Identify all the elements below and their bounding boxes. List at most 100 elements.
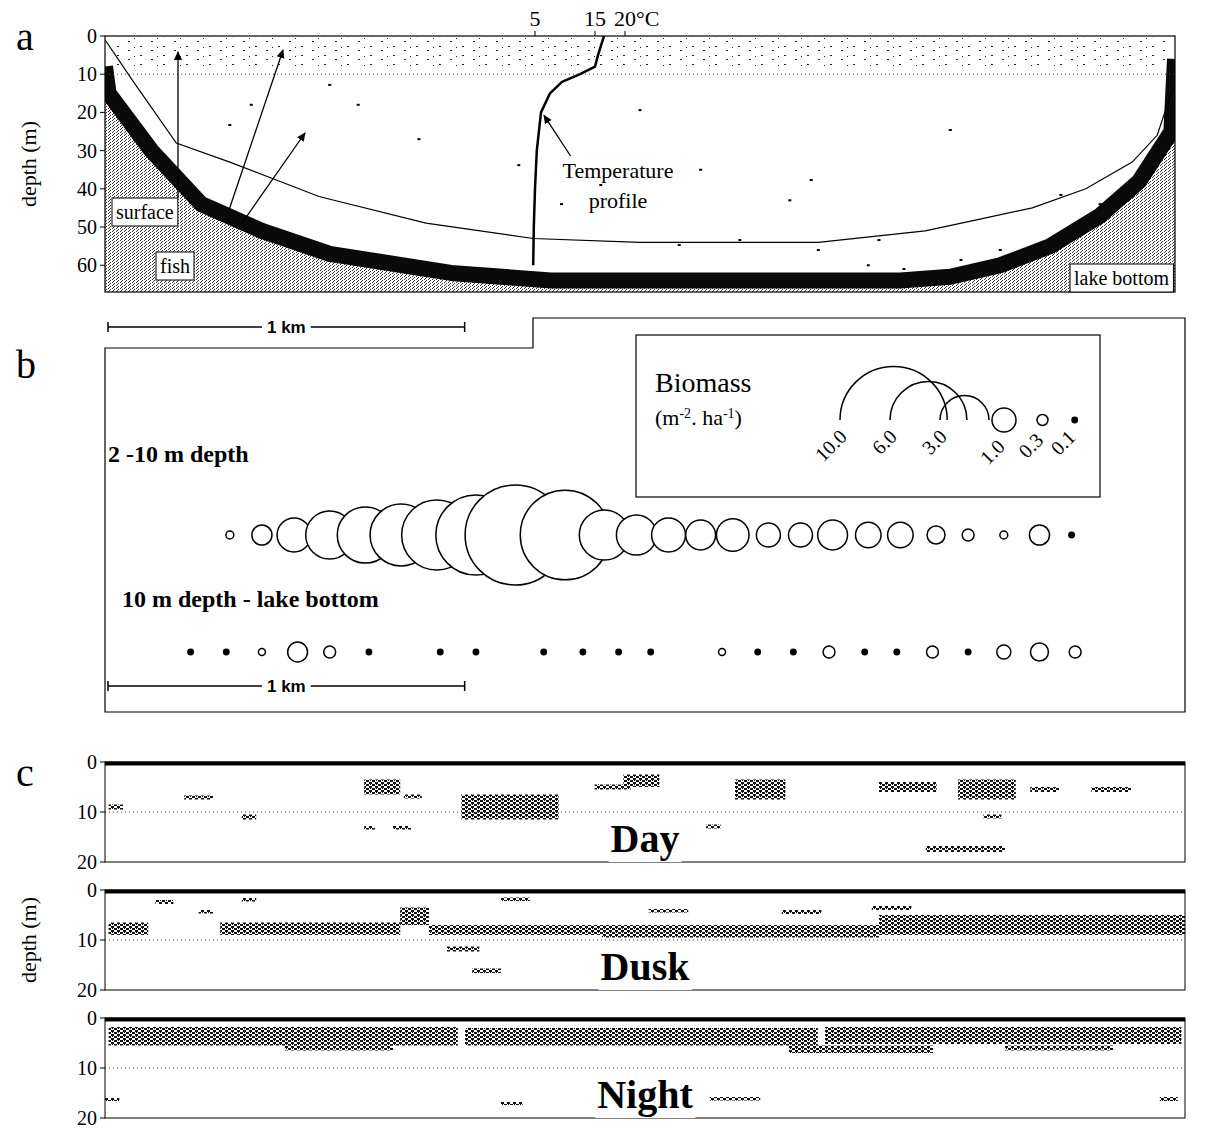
tick <box>100 36 105 37</box>
tick-label: 10 <box>77 63 97 85</box>
frame <box>105 1018 1185 1118</box>
axis-title: depth (m) <box>16 121 41 207</box>
bubble <box>716 519 749 552</box>
tick <box>100 188 105 189</box>
legend-bubble <box>890 382 967 420</box>
bubble <box>1037 415 1048 426</box>
bubble <box>823 646 835 658</box>
bubble <box>1069 646 1081 658</box>
fish-target <box>328 84 331 86</box>
fish-target <box>1099 203 1102 205</box>
scale-bar-end <box>107 681 109 691</box>
bubble <box>224 649 229 654</box>
superscript: -2 <box>679 406 691 421</box>
strip-label: Night <box>597 1072 693 1117</box>
fish-target <box>960 259 963 261</box>
tick-label: 0 <box>87 751 97 773</box>
arrow <box>177 52 178 198</box>
fish-school <box>184 796 213 800</box>
bubble <box>927 646 939 658</box>
tick <box>100 265 105 266</box>
bubble-row <box>188 642 1081 662</box>
legend-label: 6.0 <box>868 425 901 458</box>
temperature-profile <box>533 36 604 265</box>
bubble <box>789 523 813 547</box>
tick <box>100 1068 105 1069</box>
legend-bubble <box>840 366 947 420</box>
fish-school <box>199 910 213 914</box>
tick-label: 15 <box>584 6 606 31</box>
annotation-box <box>156 252 194 280</box>
fish-school <box>789 1046 933 1054</box>
unit-part: . ha <box>691 405 723 430</box>
tick <box>535 31 536 36</box>
annotation-box <box>112 198 178 226</box>
tick <box>100 150 105 151</box>
tick-label: 40 <box>77 178 97 200</box>
label-patch <box>262 314 311 341</box>
fish-school <box>285 1046 393 1051</box>
plot-area <box>105 36 1175 292</box>
fish-school <box>242 898 256 902</box>
unit-part: ) <box>735 405 742 430</box>
fish-target <box>699 169 702 171</box>
fish-school <box>623 775 659 788</box>
bubble <box>855 522 881 548</box>
tick-label: 10 <box>77 929 97 951</box>
tick-label: 5 <box>530 6 541 31</box>
bubble <box>719 649 726 656</box>
tick-label: 0 <box>87 25 97 47</box>
fish-school <box>958 780 1016 800</box>
fish-school <box>501 898 530 902</box>
tick-label: 0 <box>87 879 97 901</box>
fish-school <box>155 900 173 904</box>
fish-school <box>393 826 411 830</box>
tick <box>595 31 596 36</box>
fish-target <box>999 249 1002 251</box>
fish-target <box>1038 244 1041 246</box>
fish-school <box>461 795 558 820</box>
annotation: lake bottom <box>1074 267 1169 289</box>
fish-target <box>949 129 952 131</box>
frame <box>105 762 1185 862</box>
frame <box>105 36 1175 292</box>
label-patch <box>609 815 682 862</box>
bubble <box>252 525 272 545</box>
fish-school <box>879 782 937 792</box>
bubble <box>1072 417 1077 422</box>
bubble <box>438 649 443 654</box>
bubble <box>324 646 336 658</box>
legend-label: 0.3 <box>1014 429 1047 462</box>
fish-target <box>228 124 231 126</box>
bubble <box>288 642 308 662</box>
bubble <box>965 649 970 654</box>
tick <box>100 1118 105 1119</box>
tick <box>100 1018 105 1019</box>
bubble <box>997 645 1011 659</box>
legend-label: 0.1 <box>1046 426 1079 459</box>
reference-line <box>105 940 1185 941</box>
tick <box>100 890 105 891</box>
surface-fish-layer <box>112 38 1168 67</box>
legend-label: 1.0 <box>976 435 1009 468</box>
bubble <box>686 520 716 550</box>
fish-school <box>649 909 689 913</box>
fish-target <box>517 164 520 166</box>
scale-bar-label: 1 km <box>267 318 306 337</box>
fish-school <box>1030 787 1059 792</box>
fish-school <box>429 925 602 935</box>
fish-target <box>738 239 741 241</box>
bubble <box>616 515 656 555</box>
surface-line <box>105 1018 1185 1022</box>
label-patch <box>599 943 693 990</box>
reference-line <box>105 74 1175 75</box>
fish-school <box>501 1102 523 1105</box>
fish-school <box>400 908 429 926</box>
bubble <box>258 649 265 656</box>
bubble <box>616 649 621 654</box>
fish-school <box>926 846 1005 852</box>
fish-school <box>105 1098 119 1101</box>
tick <box>625 31 626 36</box>
annotation: fish <box>160 255 190 277</box>
boundary-line <box>105 40 1175 243</box>
